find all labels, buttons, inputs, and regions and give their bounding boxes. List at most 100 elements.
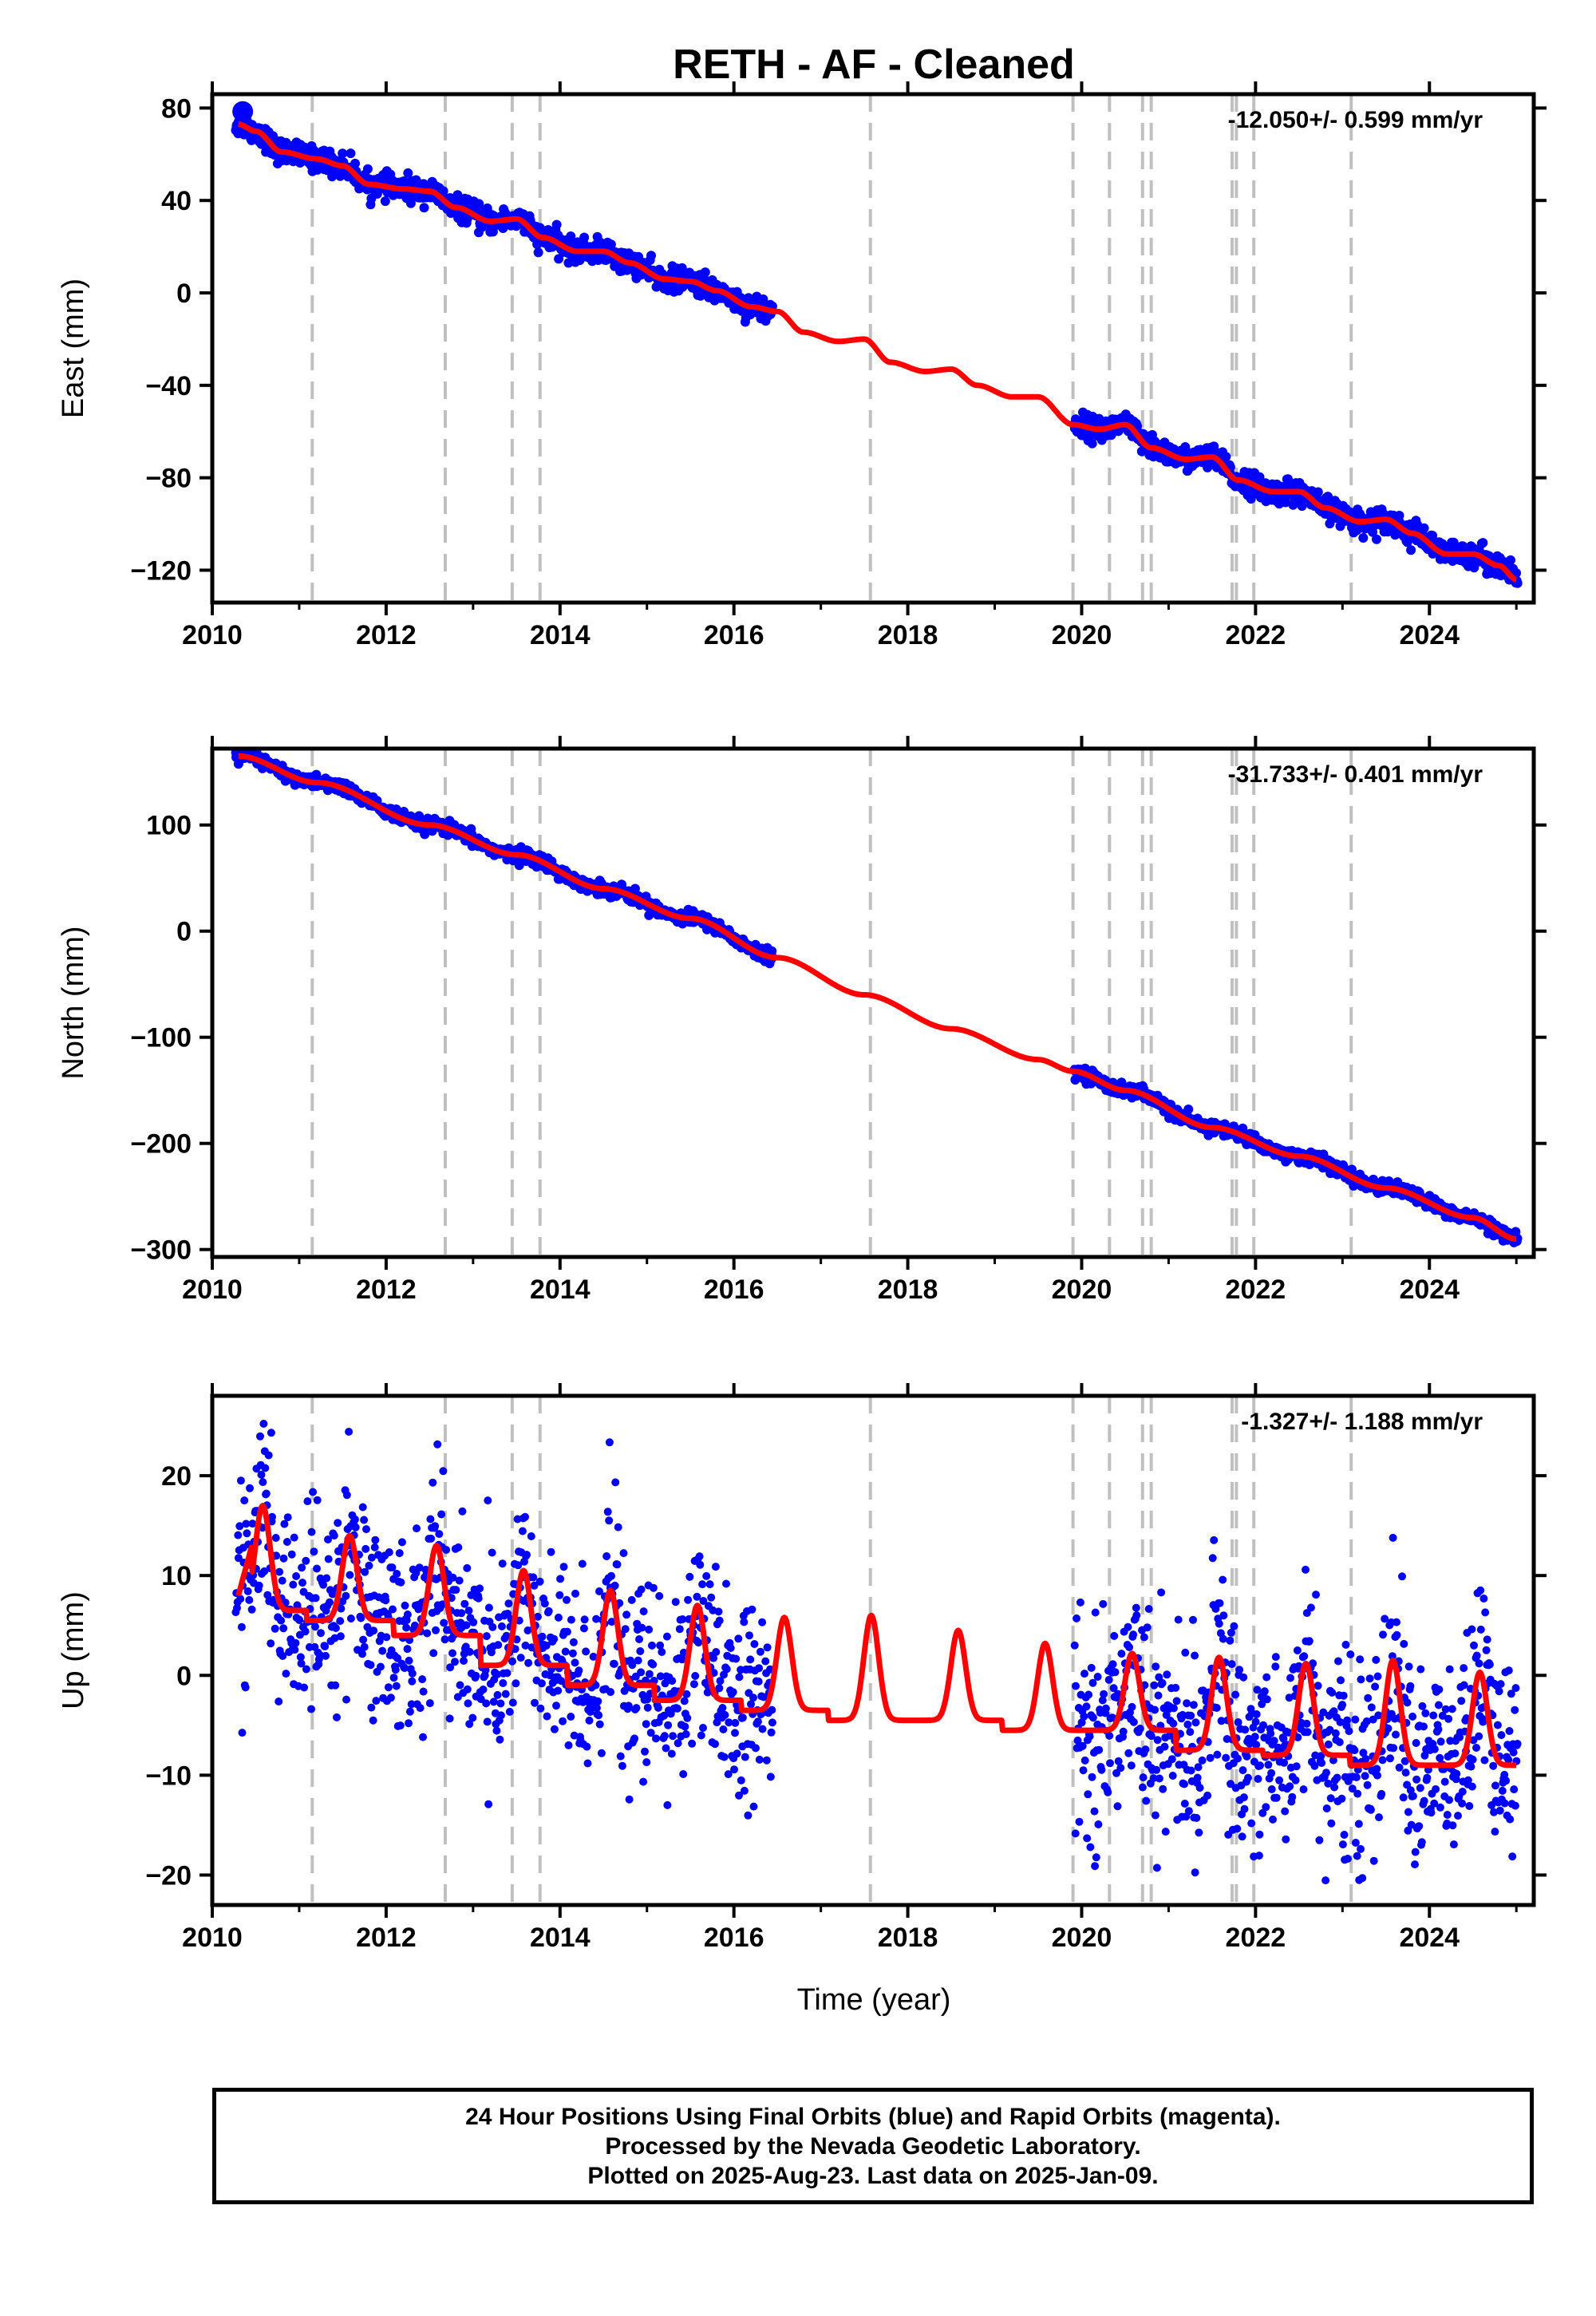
observation-point	[1219, 1611, 1228, 1620]
observation-point	[552, 1701, 560, 1710]
observation-point	[1227, 1660, 1236, 1669]
observation-point	[1116, 1764, 1125, 1773]
observation-point	[1155, 1774, 1163, 1783]
observation-point	[295, 1616, 304, 1625]
observation-point	[384, 1683, 393, 1692]
observation-point	[641, 1747, 649, 1756]
observation-point	[1260, 1687, 1269, 1696]
observation-point	[264, 1451, 273, 1460]
observation-point	[754, 1678, 763, 1686]
observation-point	[540, 1599, 549, 1608]
observation-point	[255, 1581, 263, 1590]
observation-point	[762, 1756, 771, 1765]
observation-point	[262, 1489, 271, 1498]
observation-point	[488, 1548, 496, 1557]
observation-point	[1174, 1615, 1183, 1624]
observation-point	[611, 1478, 620, 1487]
observation-point	[361, 1544, 370, 1553]
observation-point	[707, 1593, 716, 1602]
observation-point	[1366, 1805, 1375, 1814]
observation-point	[479, 1686, 488, 1694]
observation-point	[564, 1741, 573, 1749]
observation-point	[603, 1508, 612, 1516]
observation-point	[391, 1666, 400, 1674]
observation-point	[236, 1476, 245, 1485]
observation-point	[1337, 1676, 1345, 1685]
observation-point	[1254, 1775, 1262, 1783]
observation-point	[637, 1668, 646, 1677]
observation-point	[618, 1761, 626, 1770]
observation-point	[662, 1744, 670, 1753]
observation-point	[439, 1467, 448, 1476]
observation-point	[463, 1563, 472, 1572]
observation-point	[1082, 1702, 1091, 1711]
observation-point	[569, 1638, 578, 1646]
observation-point	[259, 1420, 268, 1428]
observation-point	[238, 1729, 247, 1737]
observation-point	[1189, 1615, 1197, 1624]
observation-point	[766, 1773, 775, 1781]
observation-point	[705, 1580, 714, 1589]
observation-point	[1478, 538, 1488, 548]
observation-point	[381, 1596, 390, 1605]
observation-point	[1073, 1614, 1080, 1622]
observation-point	[1129, 1630, 1138, 1639]
observation-point	[1313, 487, 1323, 497]
velocity-label: -12.050+/- 0.599 mm/yr	[1228, 107, 1483, 133]
observation-point	[1262, 1673, 1271, 1682]
observation-point	[1326, 1794, 1335, 1803]
observation-point	[1419, 523, 1429, 533]
observation-point	[621, 1625, 630, 1634]
observation-point	[567, 1615, 575, 1624]
observation-point	[1169, 1704, 1178, 1713]
observation-point	[580, 1615, 589, 1624]
observation-point	[419, 203, 429, 213]
observation-point	[639, 1607, 648, 1616]
observation-point	[638, 1623, 646, 1632]
observation-point	[1312, 1591, 1320, 1599]
observation-point	[1317, 1759, 1326, 1767]
y-tick-label: −300	[130, 1235, 192, 1266]
observation-point	[1371, 1682, 1380, 1691]
observation-point	[496, 1735, 504, 1744]
observation-point	[426, 1515, 435, 1524]
observation-point	[715, 1684, 724, 1693]
observation-point	[1293, 1646, 1302, 1654]
observation-point	[282, 1538, 291, 1546]
observation-point	[275, 1697, 283, 1705]
observation-point	[512, 1679, 520, 1688]
observation-point	[452, 1586, 460, 1595]
observation-point	[497, 1622, 506, 1630]
observation-point	[531, 1698, 539, 1707]
observation-point	[378, 1646, 387, 1655]
observation-point	[571, 1658, 579, 1667]
observation-point	[1075, 1817, 1084, 1826]
observation-point	[516, 1654, 525, 1662]
observation-point	[245, 1595, 254, 1604]
observation-point	[1194, 1763, 1203, 1772]
observation-point	[261, 1464, 270, 1472]
observation-point	[324, 1555, 333, 1563]
observation-point	[405, 1719, 413, 1728]
observation-point	[567, 1713, 575, 1721]
observation-point	[551, 219, 562, 230]
observation-point	[1104, 1788, 1112, 1796]
observation-point	[579, 1624, 588, 1633]
observation-point	[1136, 1725, 1144, 1733]
observation-point	[583, 1759, 592, 1768]
observation-point	[1119, 1727, 1128, 1736]
observation-point	[711, 1740, 719, 1749]
observation-point	[550, 1725, 559, 1733]
observation-point	[1193, 1773, 1202, 1782]
observation-point	[278, 1576, 286, 1585]
observation-point	[456, 1681, 464, 1690]
observation-point	[768, 1705, 776, 1714]
observation-point	[1171, 1683, 1180, 1692]
observation-point	[767, 1728, 776, 1737]
observation-point	[561, 1647, 570, 1656]
observation-point	[416, 1704, 425, 1713]
observation-point	[675, 1625, 684, 1634]
observation-point	[1219, 1634, 1227, 1643]
observation-point	[362, 164, 373, 174]
observation-point	[1132, 1611, 1141, 1619]
